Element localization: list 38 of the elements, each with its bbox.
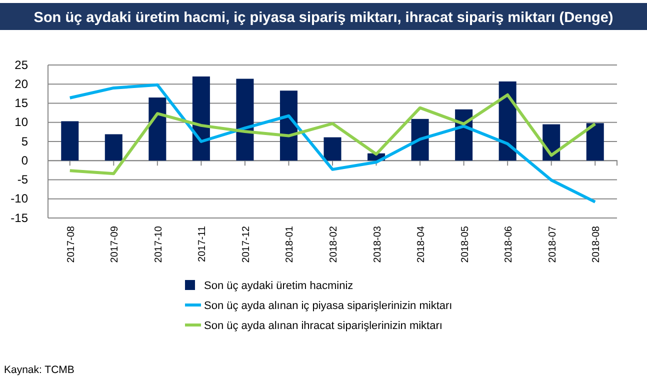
y-tick-label: -15 [10, 210, 28, 225]
x-tick-label: 2017-08 [66, 226, 77, 263]
legend-label: Son üç ayda alınan ihracat siparişlerinizin miktarı [204, 320, 442, 332]
x-tick-label: 2018-07 [547, 226, 558, 263]
x-tick-label: 2018-05 [460, 226, 471, 263]
y-tick-label: 0 [21, 153, 28, 168]
y-tick-label: 20 [14, 76, 28, 91]
y-tick-label: 10 [14, 115, 28, 130]
y-tick-label: 25 [14, 58, 28, 72]
x-tick-label: 2017-09 [110, 226, 121, 263]
legend-label: Son üç ayda alınan iç piyasa siparişlerinizin miktarı [204, 300, 452, 312]
bar [586, 123, 604, 161]
y-tick-label: -10 [10, 192, 28, 206]
x-tick-label: 2018-04 [416, 226, 428, 263]
x-tick-label: 2018-08 [591, 226, 602, 263]
x-tick-label: 2018-06 [504, 226, 515, 263]
bar [236, 78, 254, 161]
text: Kaynak: TCMB [4, 364, 74, 376]
bar [61, 121, 79, 161]
bar [192, 76, 210, 161]
legend-label: Son üç aydaki üretim hacminiz [204, 280, 354, 292]
x-tick-label: 2018-02 [328, 226, 340, 263]
y-tick-label: 15 [14, 96, 28, 110]
line-series [68, 93, 597, 176]
bar [148, 98, 166, 161]
x-tick-label: 2017-11 [197, 226, 208, 262]
y-tick-label: -5 [17, 172, 28, 187]
bar [104, 134, 122, 161]
bar [280, 90, 298, 161]
bar [324, 137, 342, 161]
x-tick-label: 2017-12 [240, 226, 252, 263]
bar [411, 118, 429, 161]
line-series [68, 83, 597, 204]
x-tick-label: 2018-03 [372, 226, 384, 263]
x-tick-label: 2017-10 [153, 226, 164, 263]
y-tick-label: 5 [21, 134, 28, 148]
chart-title: Son üç aydaki üretim hacmi, iç piyasa sipariş miktarı, ihracat sipariş miktarı (Denge) [34, 10, 614, 26]
x-tick-label: 2018-01 [284, 226, 296, 263]
